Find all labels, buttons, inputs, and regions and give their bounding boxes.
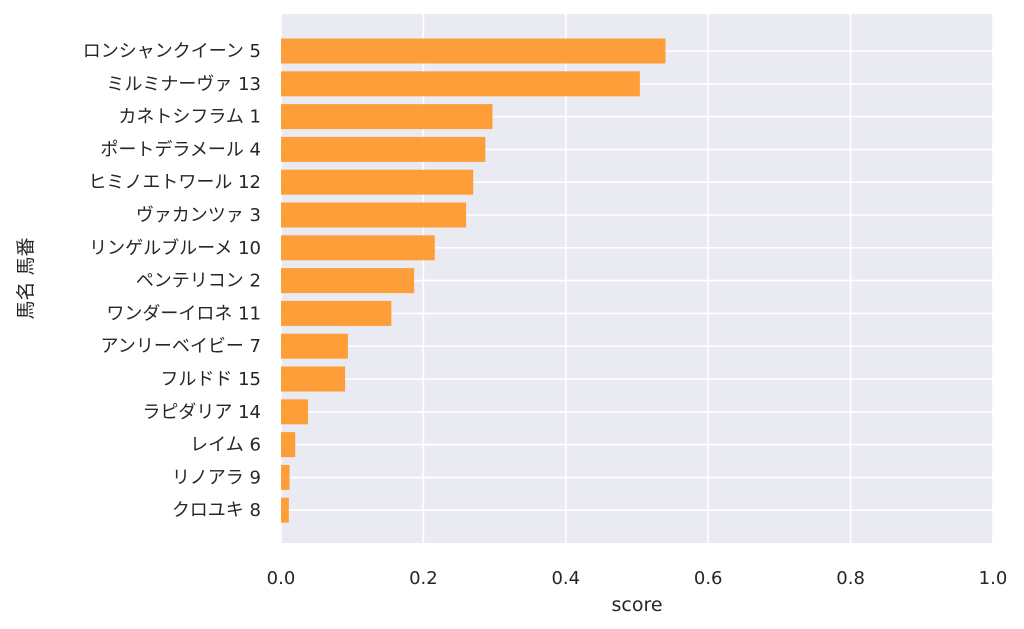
y-tick-label: クロユキ 8: [172, 500, 261, 521]
bar: [281, 464, 290, 490]
y-tick-label: アンリーベイビー 7: [101, 336, 261, 357]
bar: [281, 268, 415, 294]
x-tick-label: 0.2: [409, 568, 438, 589]
y-tick-label: リンゲルブルーメ 10: [89, 237, 261, 259]
y-tick-label: ポートデラメール 4: [100, 139, 261, 160]
y-tick-label: フルドド 15: [160, 369, 261, 390]
bar: [281, 71, 640, 97]
x-axis-label: score: [611, 594, 662, 616]
bar: [281, 136, 486, 162]
y-tick-label: ミルミナーヴァ 13: [106, 74, 261, 95]
y-axis-label: 馬名 馬番: [15, 237, 37, 319]
y-tick-label: レイム 6: [190, 435, 261, 456]
y-tick-label: カネトシフラム 1: [118, 107, 261, 128]
x-tick-label: 0.6: [694, 568, 723, 589]
y-tick-label: ワンダーイロネ 11: [106, 303, 261, 324]
bar: [281, 38, 666, 64]
x-tick-label: 0.8: [836, 568, 865, 589]
y-tick-label: ラピダリア 14: [142, 402, 261, 423]
x-tick-label: 0.4: [551, 568, 580, 589]
bar: [281, 333, 348, 359]
y-tick-labels: ロンシャンクイーン 5 ミルミナーヴァ 13 カネトシフラム 1 ポートデラメール 4…: [83, 41, 261, 521]
bar: [281, 399, 309, 425]
y-tick-label: ロンシャンクイーン 5: [83, 41, 261, 62]
bar: [281, 366, 346, 392]
bar: [281, 300, 392, 326]
y-tick-label: ヒミノエトワール 12: [88, 172, 261, 193]
y-tick-label: ヴァカンツァ 3: [136, 205, 261, 226]
bar: [281, 169, 474, 195]
bars: [281, 38, 666, 523]
bar: [281, 235, 435, 261]
bar: [281, 104, 493, 130]
x-tick-label: 1.0: [979, 568, 1008, 589]
x-tick-label: 0.0: [267, 568, 296, 589]
bar: [281, 202, 467, 228]
x-tick-labels: 0.0 0.2 0.4 0.6 0.8 1.0: [267, 568, 1008, 589]
bar: [281, 432, 296, 458]
bar: [281, 497, 289, 523]
y-tick-label: リノアラ 9: [172, 467, 261, 488]
y-tick-label: ペンテリコン 2: [136, 271, 261, 292]
